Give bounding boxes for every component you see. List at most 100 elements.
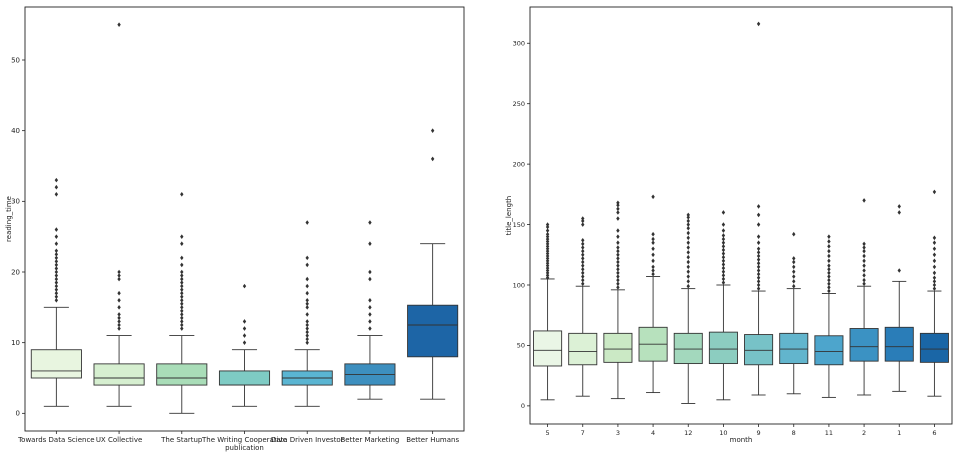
outlier-point	[616, 248, 620, 254]
outlier-point	[932, 279, 937, 284]
outlier-point	[686, 225, 690, 231]
box-7	[568, 216, 598, 397]
outlier-point	[651, 240, 655, 245]
outlier-point	[827, 263, 831, 268]
outlier-point	[242, 283, 247, 289]
outlier-point	[686, 222, 690, 227]
outlier-point	[756, 240, 761, 245]
outlier-point	[545, 224, 550, 230]
outlier-point	[305, 290, 309, 296]
y-tick-label: 10	[11, 339, 20, 347]
outlier-point	[862, 241, 866, 247]
outlier-point	[686, 250, 690, 255]
outlier-point	[117, 276, 121, 282]
iqr-box	[218, 370, 271, 386]
outlier-point	[721, 276, 726, 282]
outlier-point	[117, 269, 121, 275]
y-tick-label: 50	[517, 342, 525, 350]
outlier-point	[721, 262, 726, 267]
outlier-point	[545, 231, 550, 237]
outlier-point	[756, 250, 761, 255]
box-1	[884, 204, 914, 392]
outlier-point	[581, 256, 585, 261]
outlier-point	[686, 245, 690, 250]
iqr-box	[93, 363, 145, 386]
outlier-point	[545, 248, 550, 254]
outlier-point	[756, 222, 761, 227]
outlier-point	[180, 297, 184, 303]
box-4	[638, 194, 668, 394]
outlier-point	[545, 246, 550, 252]
outlier-point	[686, 240, 690, 245]
outlier-point	[686, 259, 690, 265]
outlier-point	[721, 258, 726, 264]
outlier-point	[581, 245, 585, 250]
box-better-marketing	[344, 220, 396, 400]
outlier-point	[54, 276, 59, 282]
outlier-point	[616, 240, 620, 245]
outlier-point	[932, 282, 937, 288]
iqr-box	[533, 330, 563, 367]
box-12	[673, 212, 703, 404]
box-the-startup	[156, 191, 208, 414]
outlier-point	[305, 326, 309, 331]
outlier-point	[932, 286, 937, 291]
outlier-point	[545, 244, 550, 249]
outlier-point	[932, 275, 937, 281]
outlier-point	[616, 245, 620, 250]
x-tick-label: 9	[757, 429, 761, 437]
outlier-point	[180, 280, 184, 285]
outlier-point	[117, 312, 121, 317]
outlier-point	[616, 259, 620, 265]
outlier-point	[932, 235, 937, 241]
outlier-point	[305, 336, 309, 342]
outlier-point	[545, 256, 550, 261]
outlier-point	[827, 285, 831, 290]
outlier-point	[616, 252, 620, 258]
box-9	[744, 21, 774, 396]
box-towards-data-science	[30, 177, 82, 407]
outlier-point	[827, 270, 831, 276]
x-tick-label: Towards Data Science	[17, 436, 95, 444]
outlier-point	[721, 233, 726, 238]
outlier-point	[827, 244, 831, 249]
x-tick-label: Better Humans	[406, 436, 459, 444]
outlier-point	[117, 326, 121, 331]
outlier-point	[180, 312, 184, 317]
outlier-point	[180, 305, 184, 310]
iqr-box	[814, 335, 844, 366]
outlier-point	[545, 222, 550, 227]
outlier-point	[54, 290, 59, 296]
outlier-point	[686, 212, 690, 218]
box-3	[603, 200, 633, 400]
outlier-point	[651, 252, 655, 258]
outlier-point	[305, 220, 309, 225]
outlier-point	[430, 128, 435, 133]
outlier-point	[54, 241, 59, 247]
outlier-point	[651, 194, 655, 200]
x-tick-label: 4	[651, 429, 655, 437]
x-tick-label: The Startup	[160, 436, 203, 444]
outlier-point	[686, 264, 690, 270]
box-10	[708, 210, 738, 401]
outlier-point	[792, 283, 796, 289]
x-tick-label: 12	[684, 429, 692, 437]
outlier-point	[54, 252, 59, 257]
x-tick-label: 1	[897, 429, 901, 437]
outlier-point	[792, 264, 796, 270]
outlier-point	[756, 279, 761, 284]
outlier-point	[581, 241, 585, 247]
outlier-point	[756, 275, 761, 281]
box-11	[814, 234, 844, 398]
outlier-point	[862, 268, 866, 273]
box-ux-collective	[93, 22, 145, 407]
box-data-driven-investor	[281, 220, 333, 407]
y-tick-label: 100	[513, 281, 525, 289]
outlier-point	[54, 297, 59, 303]
y-tick-label: 40	[11, 127, 20, 135]
outlier-point	[651, 258, 655, 264]
outlier-point	[827, 253, 831, 259]
outlier-point	[581, 237, 585, 243]
outlier-point	[305, 322, 309, 328]
outlier-point	[862, 253, 866, 259]
